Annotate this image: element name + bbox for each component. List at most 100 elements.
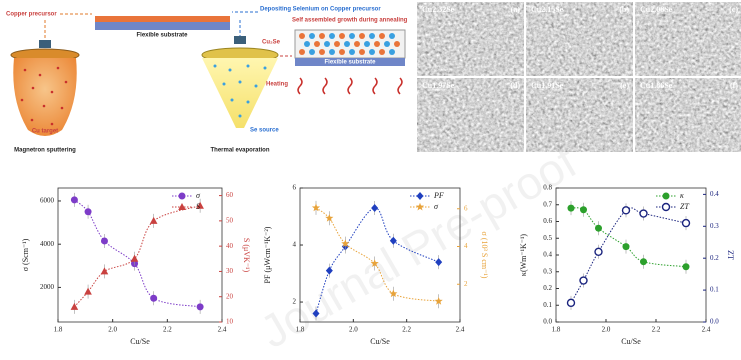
marker: [639, 209, 648, 218]
legend-marker: [416, 192, 424, 200]
y-tick-label: 2000: [40, 283, 55, 291]
marker: [435, 258, 443, 267]
fit-curve: [315, 207, 439, 314]
y2-axis-label: σ (10³ S cm⁻¹): [480, 232, 489, 279]
lattice: [299, 33, 400, 55]
x-tick-label: 2.0: [108, 326, 117, 334]
x-tick-label: 2.0: [602, 326, 611, 334]
y-tick-label: 0.0: [543, 318, 552, 326]
fit-curve: [570, 207, 687, 268]
marker: [84, 208, 92, 216]
sem-image: [417, 2, 524, 76]
heat-waves: [297, 77, 403, 95]
gun: [39, 40, 51, 48]
legend-marker: [178, 192, 186, 200]
marker: [100, 237, 108, 245]
sem-image: [417, 78, 524, 152]
y2-tick-label: 6: [464, 204, 468, 212]
sem-image: [635, 2, 741, 76]
vapor-cone: [202, 58, 278, 128]
sem-composition: Cu1.86Se: [640, 81, 673, 90]
y-axis-label: κ(Wm⁻¹K⁻¹): [519, 234, 528, 276]
schematic: Copper precursor Flexible substrate Cu t…: [6, 7, 408, 154]
marker: [640, 258, 647, 266]
x-axis-label: Cu/Se: [370, 337, 390, 346]
marker: [579, 276, 588, 285]
x-tick-label: 1.8: [552, 326, 561, 334]
substrate: [295, 58, 405, 66]
legend-label: PF: [433, 191, 444, 200]
x-tick-label: 2.2: [163, 326, 172, 334]
marker: [566, 298, 576, 308]
plot-frame: [299, 187, 461, 323]
label-heating: Heating: [266, 82, 288, 88]
se-particles: [213, 64, 267, 118]
sem-label: (e): [620, 81, 629, 90]
x-tick-label: 2.4: [702, 326, 711, 334]
marker: [70, 302, 79, 310]
x-tick-label: 2.4: [218, 326, 227, 334]
watermark: Journal Pre-proof: [251, 135, 585, 358]
y-tick-label: 0.8: [543, 184, 552, 192]
marker: [621, 206, 631, 215]
x-axis-label: Cu/Se: [621, 337, 641, 346]
y2-tick-label: 0.3: [710, 222, 719, 230]
fit-curve: [74, 199, 201, 308]
y-tick-label: 6: [293, 184, 297, 192]
marker: [325, 213, 334, 222]
sem-label: (b): [619, 5, 629, 14]
y2-tick-label: 50: [226, 216, 234, 224]
marker: [370, 259, 379, 267]
y-tick-label: 0.1: [543, 301, 552, 309]
y2-tick-label: 60: [226, 191, 234, 199]
y2-tick-label: 40: [226, 242, 234, 250]
substrate: [95, 22, 230, 30]
y2-tick-label: 10: [226, 318, 234, 326]
x-tick-label: 2.2: [652, 326, 661, 334]
y-tick-label: 0.3: [543, 267, 552, 275]
y2-tick-label: 0.0: [710, 318, 719, 326]
y2-tick-label: 0.4: [710, 190, 719, 198]
label-substrate: Flexible substrate: [324, 60, 376, 66]
label-substrate: Flexible substrate: [136, 33, 188, 39]
x-tick-label: 2.2: [402, 326, 411, 334]
y2-axis-label: S (μVK⁻¹): [242, 238, 251, 273]
sem-label: (f): [730, 81, 738, 90]
marker: [325, 266, 333, 275]
sem-grid: Cu2.32Se (a) Cu2.15Se (b) Cu2.08Se (c) Cu1.97S…: [417, 2, 741, 152]
marker: [100, 267, 109, 275]
marker: [84, 287, 92, 295]
marker: [196, 201, 204, 209]
y-tick-label: 0.4: [543, 251, 552, 259]
sem-composition: Cu2.32Se: [422, 5, 455, 14]
legend-marker: [661, 202, 671, 212]
y-tick-label: 4000: [40, 240, 55, 248]
label-cu2se: Cu₂Se: [262, 40, 281, 46]
legend-label: σ: [196, 191, 201, 200]
marker: [595, 224, 602, 232]
legend-marker: [662, 192, 670, 200]
marker: [389, 236, 397, 245]
legend-label: κ: [680, 191, 684, 200]
marker: [622, 243, 630, 251]
y2-tick-label: 20: [226, 292, 234, 300]
sem-label: (c): [729, 5, 738, 14]
marker: [196, 303, 204, 311]
label-se-source: Se source: [250, 128, 279, 134]
y2-tick-label: 4: [464, 242, 468, 250]
label-copper-precursor: Copper precursor: [6, 12, 57, 18]
plume: [13, 58, 77, 136]
x-tick-label: 2.0: [349, 326, 358, 334]
marker: [682, 263, 690, 271]
y2-axis-label: ZT: [726, 250, 735, 260]
label-deposit: Depositing Selenium on Copper precursor: [260, 7, 381, 13]
marker: [70, 196, 78, 204]
legend-marker: [415, 202, 425, 211]
marker: [681, 218, 691, 228]
marker: [371, 203, 379, 212]
y2-tick-label: 2: [464, 280, 468, 288]
source-holder: [234, 36, 246, 44]
x-axis-label: Cu/Se: [130, 337, 150, 346]
marker: [130, 254, 139, 262]
